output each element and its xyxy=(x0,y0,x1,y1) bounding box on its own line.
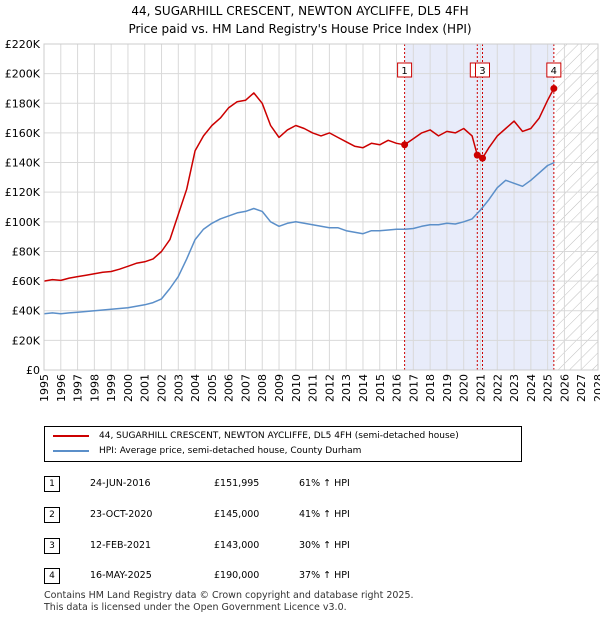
price-paid-line xyxy=(43,88,555,282)
x-tick-label: 2017 xyxy=(407,374,420,402)
x-tick-label: 2023 xyxy=(508,374,521,402)
transaction-number: 2 xyxy=(44,507,60,523)
transaction-date: 24-JUN-2016 xyxy=(90,478,151,489)
x-tick-label: 2004 xyxy=(189,374,202,402)
x-tick-label: 2024 xyxy=(525,374,538,402)
transaction-row: 4 16-MAY-2025 £190,000 37% ↑ HPI xyxy=(44,568,524,586)
transaction-date: 16-MAY-2025 xyxy=(90,570,152,581)
transaction-hpi: 41% ↑ HPI xyxy=(299,509,350,520)
x-tick-label: 2027 xyxy=(575,374,588,402)
hpi-line xyxy=(43,161,555,315)
transaction-row: 2 23-OCT-2020 £145,000 41% ↑ HPI xyxy=(44,507,524,525)
x-tick-label: 2019 xyxy=(441,374,454,402)
y-tick-label: £160K xyxy=(5,127,41,140)
sale-marker-box xyxy=(546,62,562,78)
ownership-period-shade xyxy=(404,44,554,370)
sale-marker-label: 1 xyxy=(401,66,407,77)
sale-point xyxy=(401,141,409,149)
x-tick-label: 2014 xyxy=(357,374,370,402)
sale-point xyxy=(550,84,558,92)
y-tick-label: £140K xyxy=(5,157,41,170)
chart-subtitle: Price paid vs. HM Land Registry's House … xyxy=(128,22,472,36)
y-tick-label: £220K xyxy=(5,38,41,51)
x-tick-label: 2002 xyxy=(156,374,169,402)
y-tick-label: £200K xyxy=(5,68,41,81)
x-tick-label: 2007 xyxy=(239,374,252,402)
footer-license: This data is licensed under the Open Gov… xyxy=(44,602,347,613)
x-tick-label: 2003 xyxy=(172,374,185,402)
x-tick-label: 2009 xyxy=(273,374,286,402)
x-tick-label: 1998 xyxy=(88,374,101,402)
y-tick-label: £60K xyxy=(12,275,41,288)
price-chart: £0 £20K £40K £60K £80K £100K £120K £140K £160K £1… xyxy=(5,38,600,402)
legend-swatch-property xyxy=(53,435,89,437)
footer-copyright: Contains HM Land Registry data © Crown c… xyxy=(44,590,414,601)
x-tick-label: 2006 xyxy=(223,374,236,402)
x-tick-label: 2008 xyxy=(256,374,269,402)
sale-marker-box xyxy=(397,62,413,78)
transaction-number: 3 xyxy=(44,538,60,554)
x-tick-label: 2018 xyxy=(424,374,437,402)
x-tick-label: 2015 xyxy=(374,374,387,402)
x-tick-label: 2005 xyxy=(206,374,219,402)
x-tick-label: 2012 xyxy=(323,374,336,402)
x-tick-label: 2001 xyxy=(139,374,152,402)
x-tick-label: 2010 xyxy=(290,374,303,402)
x-tick-label: 2020 xyxy=(458,374,471,402)
projection-hatch xyxy=(556,44,598,370)
x-tick-label: 2022 xyxy=(491,374,504,402)
y-tick-label: £0 xyxy=(26,364,40,377)
y-tick-label: £40K xyxy=(12,305,41,318)
x-tick-label: 2021 xyxy=(474,374,487,402)
transaction-number: 4 xyxy=(44,568,60,584)
x-tick-label: 2000 xyxy=(122,374,135,402)
transaction-price: £151,995 xyxy=(214,478,260,489)
transaction-row: 3 12-FEB-2021 £143,000 30% ↑ HPI xyxy=(44,538,524,556)
x-tick-label: 2011 xyxy=(307,374,320,402)
x-tick-label: 2026 xyxy=(558,374,571,402)
transaction-number: 1 xyxy=(44,476,60,492)
legend: 44, SUGARHILL CRESCENT, NEWTON AYCLIFFE,… xyxy=(44,426,522,462)
chart-title: 44, SUGARHILL CRESCENT, NEWTON AYCLIFFE,… xyxy=(131,4,469,18)
transaction-date: 23-OCT-2020 xyxy=(90,509,153,520)
x-tick-label: 2025 xyxy=(542,374,555,402)
x-tick-label: 1997 xyxy=(72,374,85,402)
x-tick-label: 2028 xyxy=(592,374,600,402)
y-tick-label: £100K xyxy=(5,216,41,229)
sale-point xyxy=(473,151,481,159)
y-tick-label: £120K xyxy=(5,186,41,199)
transaction-price: £190,000 xyxy=(214,570,260,581)
sale-point xyxy=(478,154,486,162)
legend-swatch-hpi xyxy=(53,450,89,452)
legend-label-property: 44, SUGARHILL CRESCENT, NEWTON AYCLIFFE,… xyxy=(99,431,459,441)
y-tick-label: £80K xyxy=(12,245,41,258)
transaction-price: £143,000 xyxy=(214,540,260,551)
transaction-hpi: 30% ↑ HPI xyxy=(299,540,350,551)
legend-label-hpi: HPI: Average price, semi-detached house,… xyxy=(99,446,362,456)
x-tick-label: 2016 xyxy=(391,374,404,402)
sale-marker-label: 3 xyxy=(479,66,485,77)
plot-border xyxy=(43,43,599,371)
transaction-date: 12-FEB-2021 xyxy=(90,540,152,551)
legend-item-hpi: HPI: Average price, semi-detached house,… xyxy=(53,446,361,456)
sale-marker-label: 4 xyxy=(551,66,557,77)
x-tick-label: 1996 xyxy=(55,374,68,402)
y-tick-label: £180K xyxy=(5,97,41,110)
transaction-hpi: 61% ↑ HPI xyxy=(299,478,350,489)
transaction-price: £145,000 xyxy=(214,509,260,520)
transaction-hpi: 37% ↑ HPI xyxy=(299,570,350,581)
transaction-row: 1 24-JUN-2016 £151,995 61% ↑ HPI xyxy=(44,476,524,494)
legend-item-property: 44, SUGARHILL CRESCENT, NEWTON AYCLIFFE,… xyxy=(53,431,459,441)
sale-marker-box xyxy=(474,62,490,78)
x-tick-label: 1999 xyxy=(105,374,118,402)
y-tick-label: £20K xyxy=(12,334,41,347)
x-tick-label: 2013 xyxy=(340,374,353,402)
x-tick-label: 1995 xyxy=(38,374,51,402)
